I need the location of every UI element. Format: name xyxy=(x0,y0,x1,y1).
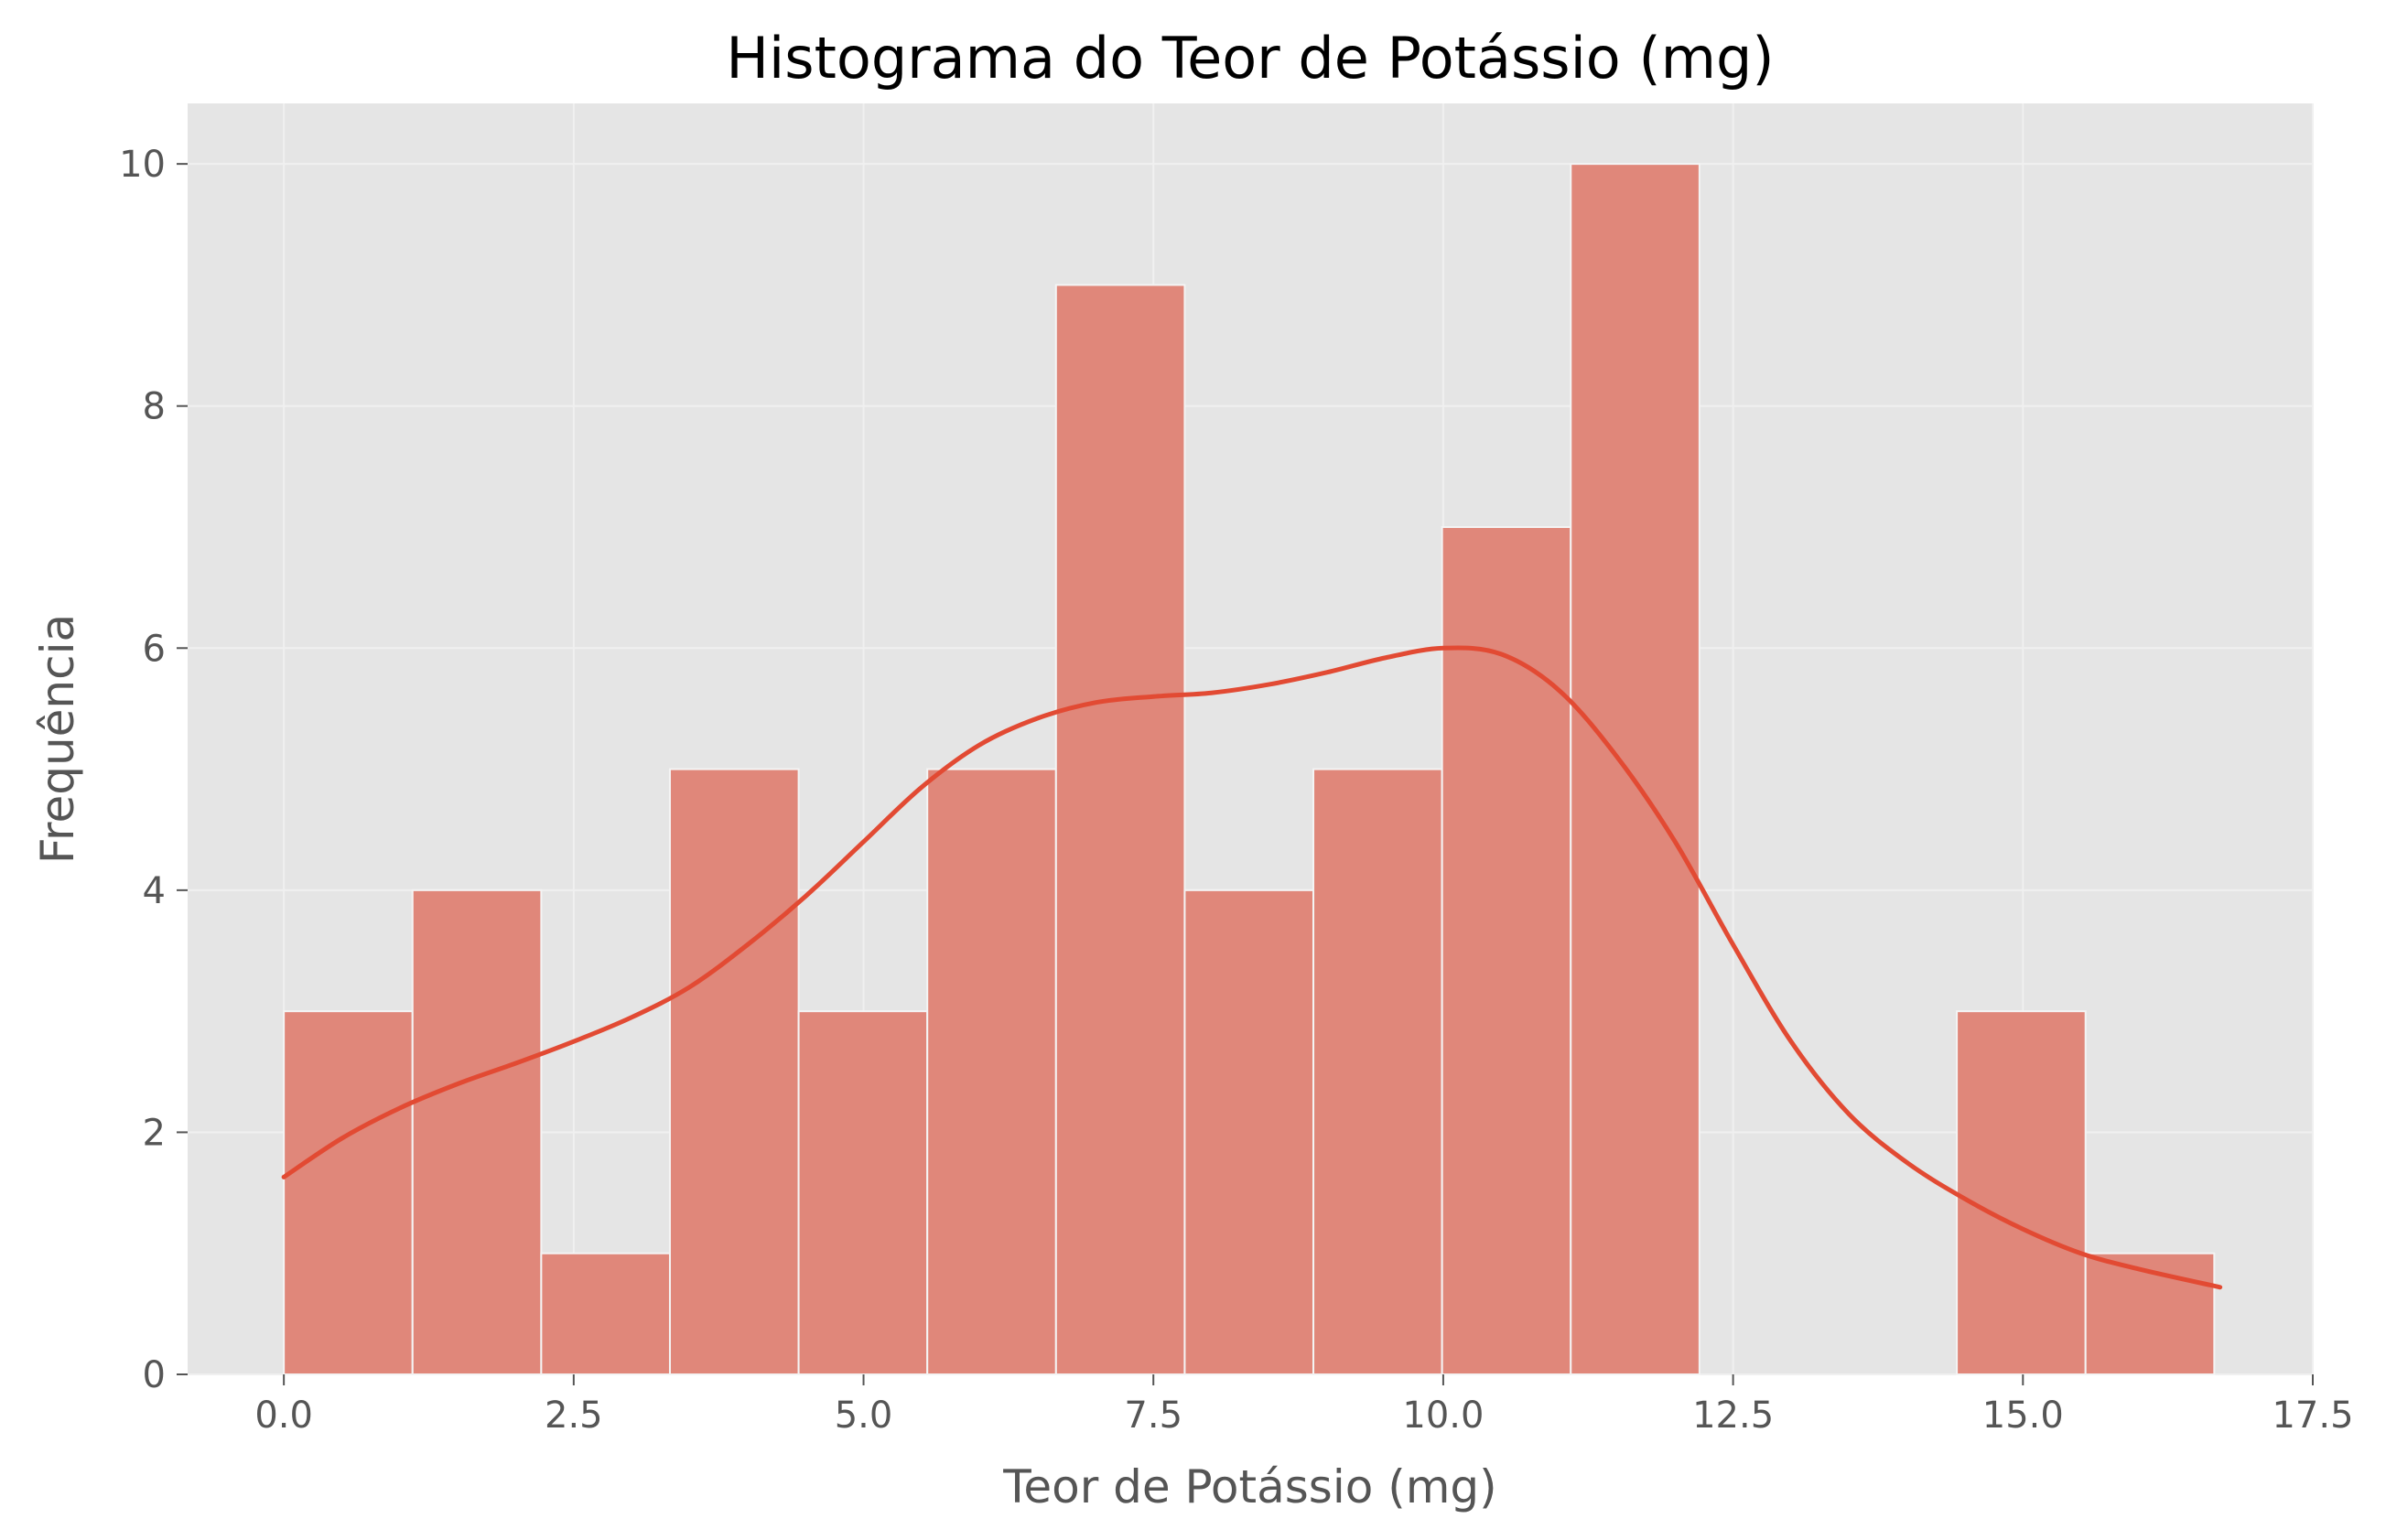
x-tick-label: 12.5 xyxy=(1692,1395,1774,1437)
y-tick-label: 0 xyxy=(143,1354,166,1396)
histogram-bar xyxy=(1956,1010,2087,1375)
kde-curve-group xyxy=(281,645,2223,1290)
histogram-bar xyxy=(1312,768,1443,1375)
histogram-bar xyxy=(926,768,1057,1375)
y-tick-label: 10 xyxy=(119,144,166,186)
histogram-bar xyxy=(283,1010,414,1375)
y-tick-label: 6 xyxy=(143,628,166,670)
histogram-bars xyxy=(283,163,2216,1376)
chart-title: Histograma do Teor de Potássio (mg) xyxy=(726,25,1774,92)
kde-line xyxy=(281,645,2223,1290)
x-tick-label: 10.0 xyxy=(1402,1395,1484,1437)
histogram-bar xyxy=(1054,284,1186,1375)
y-axis-label: Frequência xyxy=(31,614,84,864)
histogram-bar xyxy=(1441,526,1572,1375)
x-axis-ticks: 0.0 2.5 5.0 7.5 10.0 12.5 15.0 17.5 xyxy=(254,1374,2354,1437)
x-tick-label: 0.0 xyxy=(254,1395,313,1437)
x-tick-label: 2.5 xyxy=(545,1395,603,1437)
histogram-bar xyxy=(540,1252,671,1375)
histogram-bar xyxy=(668,768,800,1375)
x-tick-label: 17.5 xyxy=(2272,1395,2353,1437)
histogram-bar xyxy=(1183,888,1315,1375)
y-tick-label: 2 xyxy=(143,1112,166,1154)
y-tick-label: 4 xyxy=(143,870,166,912)
x-tick-label: 5.0 xyxy=(835,1395,893,1437)
histogram-bar xyxy=(797,1010,929,1375)
x-axis-label: Teor de Potássio (mg) xyxy=(1002,1460,1496,1513)
y-axis-ticks: 0 2 4 6 8 10 xyxy=(119,144,188,1396)
y-tick-label: 8 xyxy=(143,386,166,428)
histogram-bar xyxy=(1570,163,1700,1376)
x-tick-label: 15.0 xyxy=(1982,1395,2064,1437)
histogram-bar xyxy=(411,888,543,1375)
x-tick-label: 7.5 xyxy=(1124,1395,1182,1437)
